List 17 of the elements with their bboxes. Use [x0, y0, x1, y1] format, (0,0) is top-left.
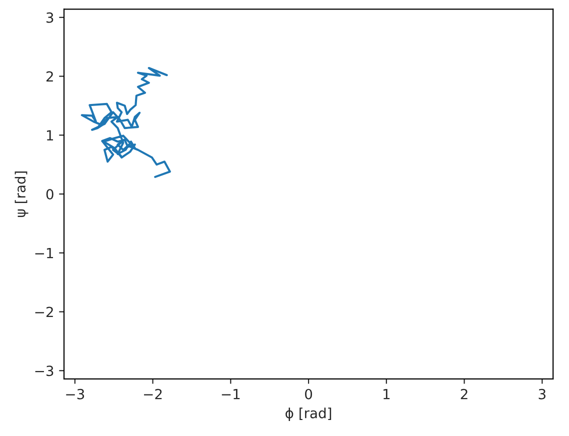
x-tick-label: −2: [144, 388, 162, 400]
x-tick-label: 3: [538, 388, 546, 400]
y-tick-label: 1: [46, 130, 54, 140]
y-axis-title: ψ [rad]: [14, 171, 28, 217]
x-tick-label: 1: [384, 389, 390, 400]
y-tick-label: 2: [46, 71, 53, 82]
x-tick-label: 0: [305, 388, 312, 400]
y-tick-label: −3: [35, 366, 54, 376]
x-tick-label: 2: [460, 388, 468, 400]
y-tick-label: 3: [46, 12, 54, 23]
line-series: [80, 66, 171, 178]
y-tick-label: 0: [46, 188, 54, 200]
x-tick-label: −3: [66, 388, 84, 400]
x-axis-title: ϕ [rad]: [286, 408, 332, 422]
y-tick-label: −1: [35, 248, 54, 258]
x-tick-label: −1: [222, 389, 240, 400]
y-tick-label: −2: [35, 306, 53, 318]
